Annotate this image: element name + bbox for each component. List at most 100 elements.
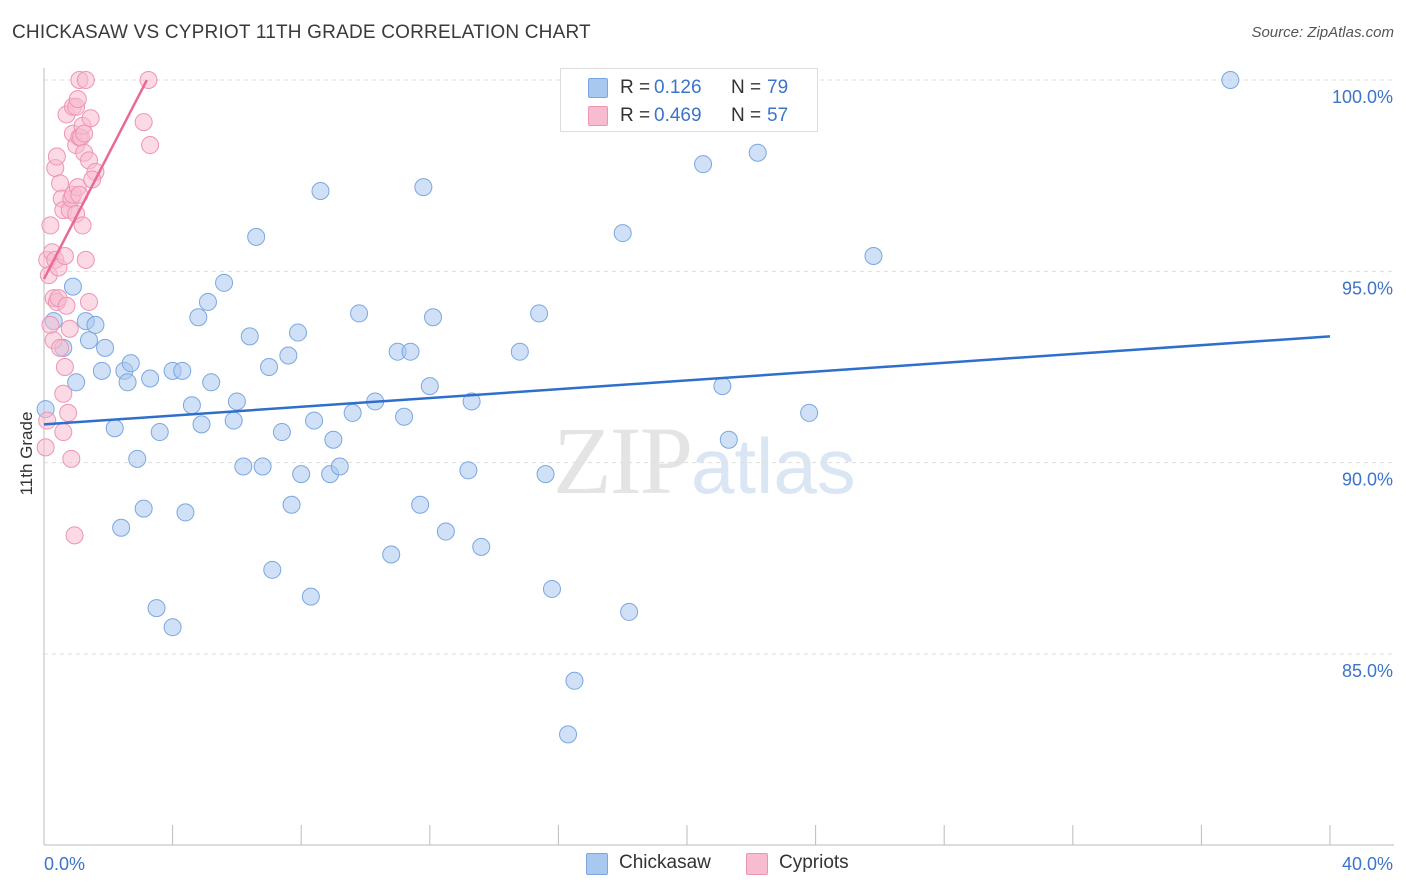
cypriots-points	[36, 71, 160, 545]
chickasaw-point	[227, 392, 246, 411]
chickasaw-point	[253, 457, 272, 476]
chickasaw-point	[800, 403, 819, 422]
chickasaw-point	[63, 277, 82, 296]
cypriots-point	[134, 113, 153, 132]
chickasaw-point	[263, 560, 282, 579]
chickasaw-point	[530, 304, 549, 323]
watermark-zip: ZIP	[553, 407, 693, 514]
chickasaw-point	[613, 224, 632, 243]
trend-lines	[42, 79, 1331, 426]
chickasaw-point	[192, 415, 211, 434]
cypriots-point	[73, 216, 92, 235]
chickasaw-point	[382, 545, 401, 564]
legend-n-label: N =	[731, 105, 762, 126]
legend-n-value: 79	[767, 77, 789, 98]
chickasaw-point	[1221, 71, 1240, 89]
cypriots-point	[36, 438, 55, 457]
legend-swatch-cypriots	[588, 106, 608, 126]
cypriots-trend-line	[42, 79, 148, 280]
chickasaw-point	[121, 354, 140, 373]
chickasaw-point	[301, 587, 320, 606]
chickasaw-point	[163, 618, 182, 637]
chickasaw-point	[112, 518, 131, 537]
cypriots-point	[65, 526, 84, 545]
chickasaw-point	[536, 465, 555, 484]
chickasaw-point	[350, 304, 369, 323]
legend-row-chickasaw: R = 0.126 N = 79	[561, 75, 817, 103]
chickasaw-point	[472, 537, 491, 556]
legend-swatch-chickasaw	[588, 78, 608, 98]
chickasaw-point	[202, 373, 221, 392]
chickasaw-point	[305, 411, 324, 430]
chickasaw-point	[411, 495, 430, 514]
tick-labels: 85.0% 90.0% 95.0% 100.0% 0.0% 40.0% 11th Grade	[17, 87, 1393, 874]
cypriots-point	[62, 449, 81, 468]
chickasaw-point	[420, 377, 439, 396]
chickasaw-point	[176, 503, 195, 522]
chickasaw-point	[279, 346, 298, 365]
chickasaw-point	[462, 392, 481, 411]
stats-legend: R = 0.126 N = 79 R = 0.469 N = 57	[560, 68, 818, 132]
chickasaw-point	[224, 411, 243, 430]
cypriots-point	[68, 90, 87, 109]
chickasaw-point	[620, 602, 639, 621]
chickasaw-point	[694, 155, 713, 174]
grid-lines	[44, 79, 1394, 655]
x-tick-label: 40.0%	[1342, 854, 1393, 874]
legend-swatch-chickasaw	[586, 853, 608, 875]
chickasaw-point	[189, 308, 208, 327]
cypriots-point	[54, 423, 73, 442]
chart-title: CHICKASAW VS CYPRIOT 11TH GRADE CORRELAT…	[12, 22, 591, 43]
legend-label-chickasaw: Chickasaw	[619, 852, 711, 873]
chickasaw-point	[459, 461, 478, 480]
source-credit: Source: ZipAtlas.com	[1251, 24, 1394, 41]
chickasaw-point	[67, 373, 86, 392]
chickasaw-point	[292, 465, 311, 484]
y-tick-label: 85.0%	[1342, 661, 1393, 681]
chickasaw-point	[182, 396, 201, 415]
chickasaw-point	[128, 449, 147, 468]
cypriots-point	[41, 216, 60, 235]
cypriots-point	[55, 358, 74, 376]
chickasaw-point	[395, 407, 414, 426]
chickasaw-point	[288, 323, 307, 342]
cypriots-point	[76, 71, 95, 89]
chickasaw-point	[330, 457, 349, 476]
chickasaw-point	[559, 725, 578, 744]
chickasaw-point	[141, 369, 160, 388]
y-tick-label: 90.0%	[1342, 470, 1393, 490]
cypriots-point	[47, 147, 66, 166]
legend-n-value: 57	[767, 105, 789, 126]
chickasaw-point	[260, 358, 279, 376]
cypriots-point	[81, 109, 100, 128]
chickasaw-point	[719, 430, 738, 449]
chickasaw-point	[713, 377, 732, 396]
cypriots-point	[51, 338, 70, 357]
y-axis-title: 11th Grade	[17, 412, 36, 496]
chickasaw-point	[542, 579, 561, 598]
chickasaw-point	[118, 373, 137, 392]
cypriots-point	[38, 411, 57, 430]
cypriots-point	[41, 315, 60, 334]
watermark-atlas: atlas	[691, 422, 856, 510]
cypriots-point	[141, 136, 160, 155]
chickasaw-point	[247, 227, 266, 246]
legend-r-value: 0.126	[654, 77, 702, 98]
legend-row-cypriots: R = 0.469 N = 57	[561, 103, 817, 131]
watermark: ZIPatlas	[553, 405, 856, 516]
chickasaw-point	[86, 315, 105, 334]
cypriots-point	[59, 403, 78, 422]
legend-swatch-cypriots	[746, 853, 768, 875]
legend-r-value: 0.469	[654, 105, 702, 126]
legend-r-label: R =	[620, 105, 651, 126]
y-tick-label: 95.0%	[1342, 278, 1393, 298]
y-tick-label: 100.0%	[1332, 87, 1393, 107]
chickasaw-point	[414, 178, 433, 197]
legend-label-cypriots: Cypriots	[779, 852, 849, 873]
cypriots-point	[75, 124, 94, 143]
cypriots-point	[80, 292, 99, 311]
chickasaw-point	[401, 342, 420, 361]
cypriots-point	[54, 384, 73, 403]
chickasaw-point	[80, 331, 99, 350]
